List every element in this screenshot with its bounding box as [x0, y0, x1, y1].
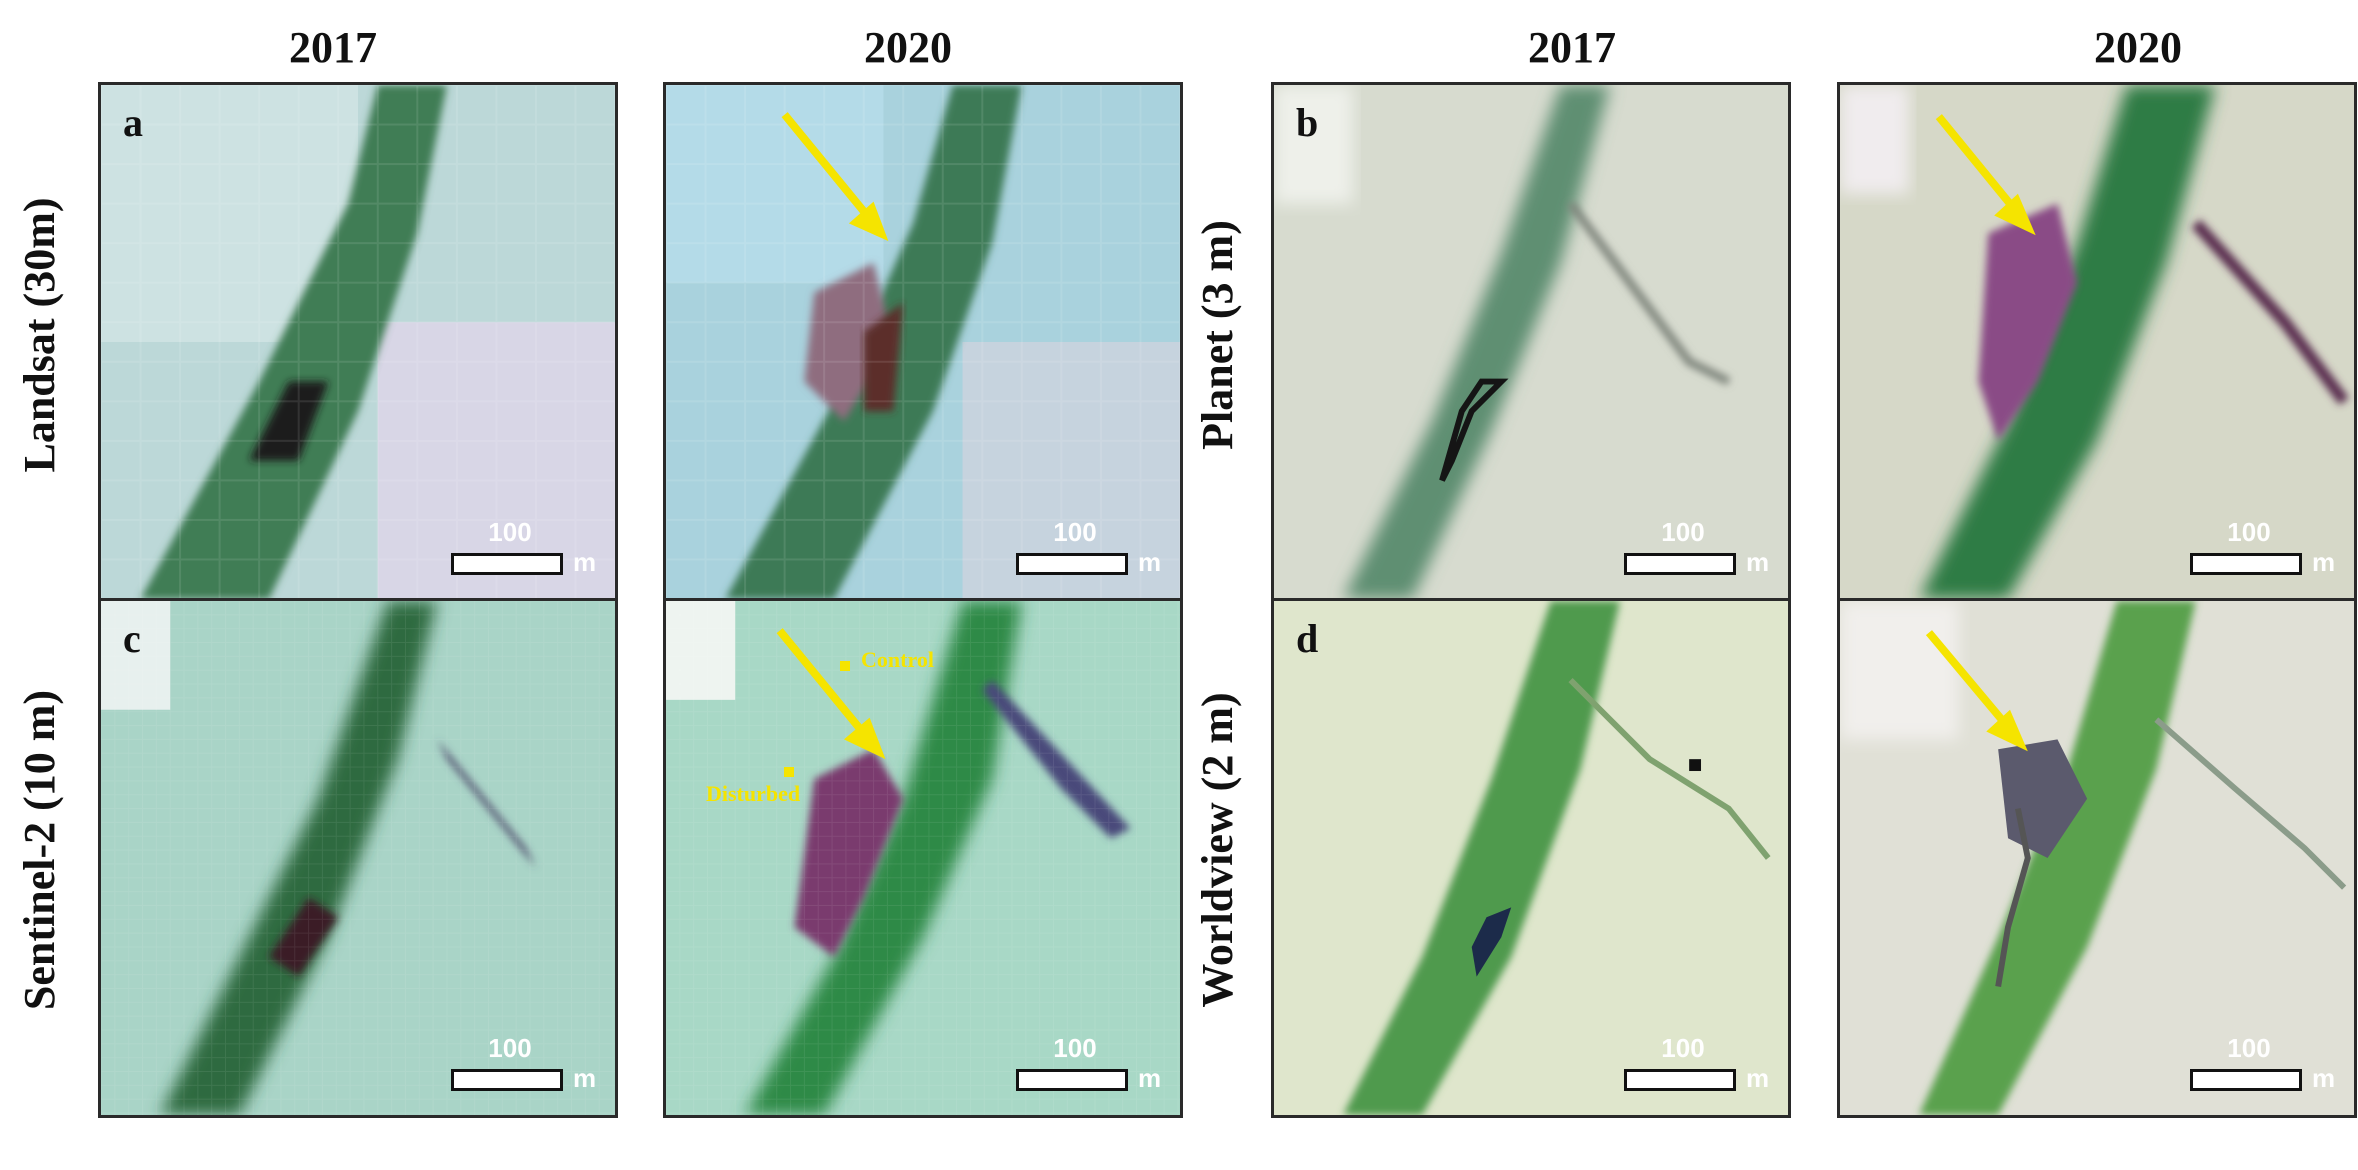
scale-value: 100: [488, 1033, 532, 1063]
scale-bar-rect: [451, 553, 563, 575]
scale-value: 100: [1661, 517, 1705, 547]
row-label-planet: Planet (3 m): [1193, 220, 1242, 450]
scale-bar: 100 m: [1624, 1033, 1774, 1101]
scale-unit: m: [2312, 1063, 2336, 1093]
column-year-2017-right: 2017: [1528, 23, 1616, 72]
panel-worldview-2020: 100 m: [1837, 598, 2357, 1118]
panel-landsat-2017: a 100 m: [98, 82, 618, 602]
landsat-2017-image: [101, 85, 615, 599]
scale-value: 100: [1053, 517, 1097, 547]
column-year-2020-left: 2020: [864, 23, 952, 72]
panel-letter-a: a: [123, 100, 143, 145]
scale-unit: m: [573, 547, 597, 577]
control-marker: [840, 661, 850, 671]
panel-letter-c: c: [123, 616, 141, 661]
scale-value: 100: [1661, 1033, 1705, 1063]
scale-value: 100: [1053, 1033, 1097, 1063]
planet-2020-image: [1840, 85, 2354, 599]
worldview-2020-image: [1840, 601, 2354, 1115]
scale-unit: m: [2312, 547, 2336, 577]
row-label-landsat: Landsat (30m): [15, 197, 64, 473]
scale-value: 100: [2227, 1033, 2271, 1063]
scale-bar: 100 m: [451, 517, 601, 585]
sentinel-2020-image: [666, 601, 1180, 1115]
disturbed-label: Disturbed: [706, 781, 801, 806]
scale-bar-rect: [2190, 553, 2302, 575]
row-label-worldview: Worldview (2 m): [1193, 692, 1242, 1008]
row-label-sentinel: Sentinel-2 (10 m): [15, 689, 64, 1011]
scale-value: 100: [488, 517, 532, 547]
panel-sentinel-2020: Control Disturbed 100 m: [663, 598, 1183, 1118]
scale-bar-rect: [1016, 553, 1128, 575]
scale-unit: m: [573, 1063, 597, 1093]
panel-letter-d: d: [1296, 616, 1319, 661]
scale-unit: m: [1138, 547, 1162, 577]
control-label: Control: [861, 647, 934, 672]
disturbed-marker: [784, 767, 794, 777]
panel-sentinel-2017: c 100 m: [98, 598, 618, 1118]
scale-bar-rect: [451, 1069, 563, 1091]
panel-landsat-2020: 100 m: [663, 82, 1183, 602]
scale-bar: 100 m: [1624, 517, 1774, 585]
scale-bar: 100 m: [2190, 1033, 2340, 1101]
scale-bar: 100 m: [2190, 517, 2340, 585]
planet-2017-image: [1274, 85, 1788, 599]
scale-value: 100: [2227, 517, 2271, 547]
scale-unit: m: [1746, 1063, 1770, 1093]
column-year-2017-left: 2017: [289, 23, 377, 72]
scale-bar-rect: [1624, 553, 1736, 575]
scale-bar-rect: [2190, 1069, 2302, 1091]
scale-unit: m: [1138, 1063, 1162, 1093]
scale-bar-rect: [1624, 1069, 1736, 1091]
scale-unit: m: [1746, 547, 1770, 577]
panel-planet-2020: 100 m: [1837, 82, 2357, 602]
panel-worldview-2017: d 100 m: [1271, 598, 1791, 1118]
scale-bar: 100 m: [1016, 1033, 1166, 1101]
scale-bar: 100 m: [1016, 517, 1166, 585]
panel-letter-b: b: [1296, 100, 1319, 145]
scale-bar-rect: [1016, 1069, 1128, 1091]
column-year-2020-right: 2020: [2094, 23, 2182, 72]
scale-bar: 100 m: [451, 1033, 601, 1101]
panel-planet-2017: b 100 m: [1271, 82, 1791, 602]
worldview-2017-image: [1274, 601, 1788, 1115]
sentinel-2017-image: [101, 601, 615, 1115]
